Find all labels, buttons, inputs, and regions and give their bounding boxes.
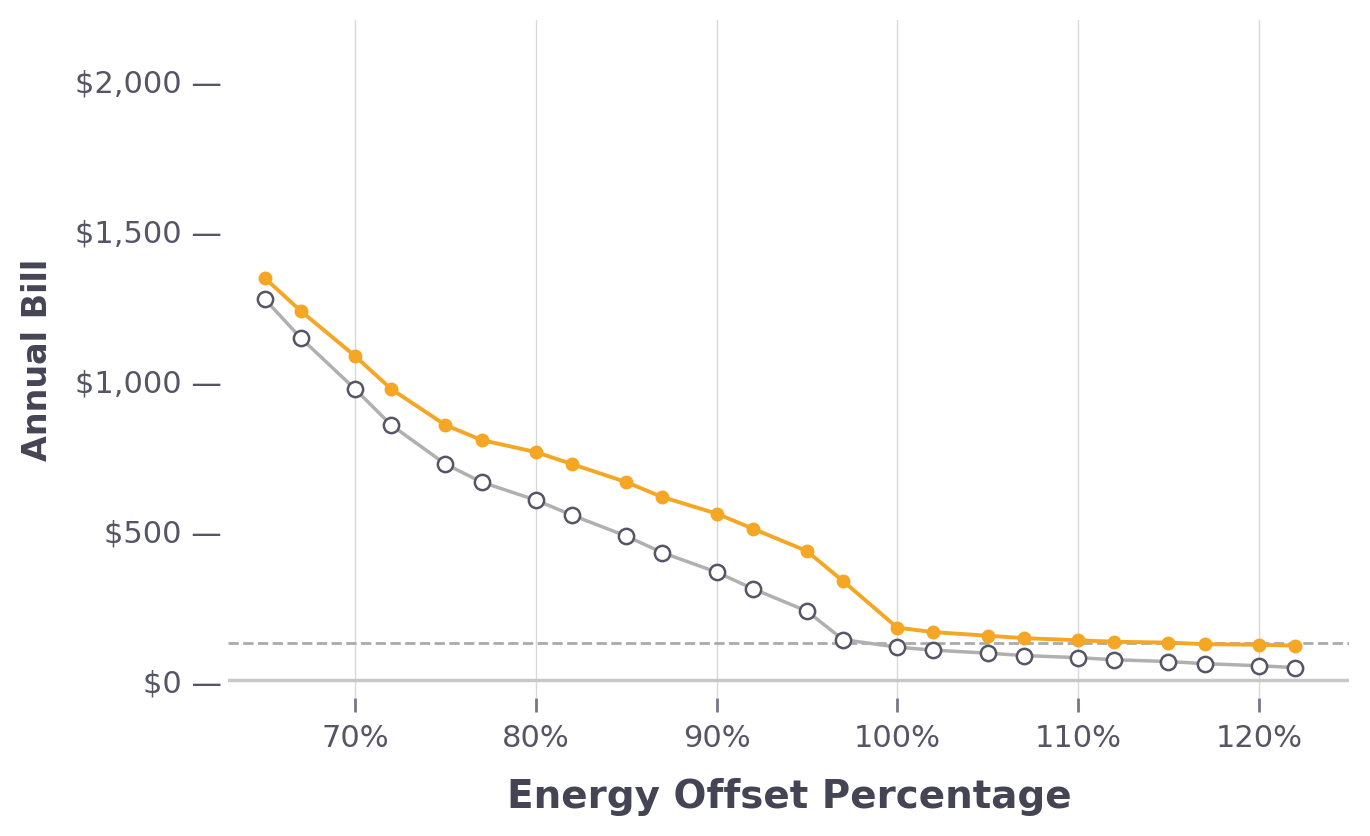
X-axis label: Energy Offset Percentage: Energy Offset Percentage — [507, 777, 1071, 815]
Y-axis label: Annual Bill: Annual Bill — [21, 258, 53, 461]
